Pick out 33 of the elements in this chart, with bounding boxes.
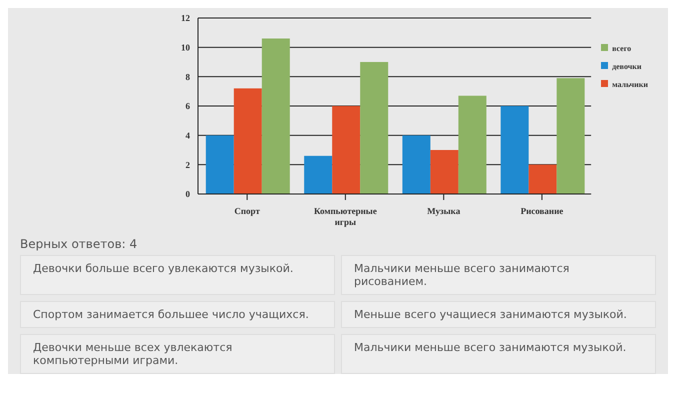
bar	[262, 38, 290, 194]
legend-label: девочки	[612, 62, 642, 71]
bar	[332, 106, 360, 194]
text: Девочки больше всего увлекаются музыкой.	[20, 255, 335, 295]
y-tick-label: 8	[186, 72, 190, 82]
bar	[234, 88, 262, 194]
y-tick-label: 6	[186, 101, 190, 112]
legend-label: всего	[612, 44, 632, 53]
text: Меньше всего учащиеся занимаются музыкой.	[341, 301, 656, 328]
x-tick-label: Компьютерные игры	[314, 206, 377, 227]
text: Девочки меньше всех увлекаются компьютерными играми.	[20, 334, 335, 374]
bar	[206, 135, 234, 194]
x-tick-label: Рисование	[520, 206, 564, 216]
y-tick-label: 4	[186, 130, 190, 141]
bar	[304, 156, 332, 194]
text: Мальчики меньше всего занимаются рисованием.	[341, 255, 656, 295]
y-tick-label: 12	[181, 13, 190, 24]
x-tick-label: Спорт	[234, 206, 260, 216]
bar	[402, 135, 430, 194]
y-tick-label: 2	[186, 160, 190, 170]
text: Мальчики меньше всего занимаются музыкой.	[341, 334, 656, 374]
bar	[360, 62, 388, 194]
y-tick-label: 0	[186, 189, 190, 200]
text: Верных ответов: 4	[19, 236, 138, 253]
x-tick-label: Музыка	[427, 206, 461, 216]
bar	[528, 164, 557, 194]
bar	[458, 96, 486, 194]
bar	[556, 78, 585, 194]
y-tick-label: 10	[181, 42, 190, 53]
bar	[500, 106, 529, 194]
legend-label: мальчики	[612, 80, 648, 89]
text: Спортом занимается большее число учащихся.	[20, 301, 335, 328]
bar	[430, 150, 458, 194]
